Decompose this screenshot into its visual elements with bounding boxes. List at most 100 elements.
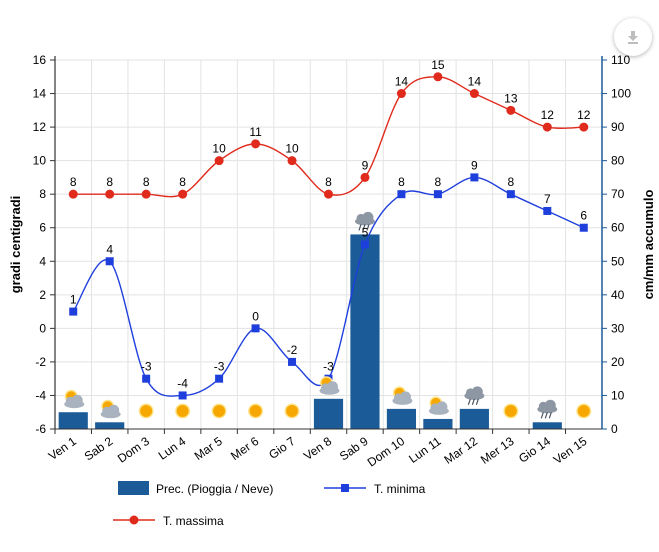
max-temp-label: 10 — [212, 142, 226, 156]
min-temp-label: -4 — [177, 376, 188, 390]
left-tick-label: 12 — [33, 120, 47, 134]
precipitation-bar — [313, 398, 344, 429]
max-temp-point — [251, 139, 261, 149]
precipitation-bar — [95, 422, 125, 429]
max-temp-point — [105, 189, 115, 199]
rain-drop — [475, 398, 479, 406]
sun-icon — [284, 403, 300, 419]
min-temp-point — [397, 190, 406, 199]
sun-disc — [176, 405, 189, 417]
x-tick-label: Mer 6 — [228, 434, 261, 463]
download-button[interactable] — [614, 18, 652, 56]
min-temp-label: 8 — [398, 175, 405, 189]
max-temp-label: 13 — [504, 91, 518, 105]
rain-drop — [548, 412, 552, 419]
left-axis-title: gradi centigradi — [8, 196, 23, 294]
x-tick-label: Gio 7 — [266, 434, 298, 462]
max-temp-point — [178, 189, 188, 199]
legend-item-max-temp: T. massima — [113, 514, 224, 528]
x-tick-label: Ven 8 — [301, 434, 334, 463]
left-tick-label: 10 — [33, 154, 47, 168]
min-temp-point — [470, 173, 479, 182]
max-temp-point — [579, 122, 589, 132]
max-temp-point — [324, 189, 333, 199]
max-temp-point — [214, 156, 224, 166]
max-temp-label: 15 — [431, 58, 445, 72]
max-temp-label: 8 — [106, 175, 113, 189]
right-tick-label: 50 — [611, 254, 625, 268]
x-tick-label: Sab 2 — [82, 434, 116, 464]
weather-icons — [64, 211, 592, 419]
min-temp-label: 7 — [544, 192, 551, 206]
min-temp-label: -3 — [214, 360, 225, 374]
right-tick-label: 110 — [611, 53, 630, 67]
sun-cloud-icon — [428, 396, 449, 415]
min-temp-label: 1 — [70, 293, 77, 307]
cloud-rain-icon — [464, 386, 485, 406]
legend-label: Prec. (Pioggia / Neve) — [156, 482, 273, 496]
x-tick-label: Dom 3 — [115, 434, 152, 466]
max-temp-point — [506, 105, 516, 115]
min-temp-label: -3 — [141, 360, 152, 374]
right-tick-label: 10 — [611, 388, 625, 402]
legend-item-min-temp: T. minima — [324, 482, 426, 496]
min-temp-point — [178, 391, 187, 400]
precipitation-bar — [532, 422, 562, 429]
precipitation-bar — [459, 408, 489, 429]
x-tick-label: Lun 11 — [406, 434, 444, 466]
rain-drop — [540, 412, 544, 419]
left-tick-label: 8 — [39, 187, 46, 201]
left-tick-label: 6 — [39, 221, 46, 235]
max-temp-point — [68, 189, 78, 199]
rain-drop — [366, 224, 370, 231]
x-tick-label: Gio 14 — [516, 434, 553, 466]
rain-drop — [467, 398, 471, 406]
max-temp-point — [433, 72, 443, 82]
precipitation-bar — [423, 418, 453, 429]
max-temp-label: 12 — [541, 108, 555, 122]
precipitation-bar — [350, 234, 380, 429]
right-tick-label: 0 — [611, 422, 618, 436]
bar-series — [58, 234, 562, 429]
cloud-part — [399, 391, 411, 403]
max-temp-point — [396, 89, 406, 99]
cloud-part — [108, 404, 120, 416]
max-temp-point — [360, 172, 370, 182]
legend-label: T. minima — [374, 482, 426, 496]
min-temp-point — [105, 257, 114, 266]
cloud-rain-icon — [354, 211, 375, 231]
line-series — [68, 72, 589, 400]
min-temp-label: -2 — [287, 343, 298, 357]
sun-cloud-icon — [100, 399, 121, 419]
min-temp-label: 9 — [471, 158, 478, 172]
right-tick-label: 60 — [611, 221, 625, 235]
download-icon — [628, 31, 638, 44]
rain-drop — [471, 398, 475, 406]
right-axis-title: cm/mm accumulo — [641, 190, 656, 300]
max-temp-label: 14 — [395, 75, 409, 89]
rain-drop — [358, 224, 362, 231]
sun-disc — [286, 405, 299, 417]
sun-cloud-icon — [319, 376, 340, 395]
right-tick-label: 100 — [611, 87, 631, 101]
min-temp-point — [288, 357, 297, 366]
max-temp-point — [542, 122, 552, 132]
x-tick-label: Mer 13 — [478, 434, 517, 467]
max-temp-label: 8 — [325, 175, 332, 189]
sun-disc — [504, 405, 517, 417]
sun-disc — [577, 405, 590, 417]
right-tick-label: 70 — [611, 187, 625, 201]
x-tick-label: Mar 5 — [192, 434, 225, 463]
min-temp-label: 6 — [580, 209, 587, 223]
min-temp-point — [251, 324, 260, 333]
x-tick-label: Mar 12 — [441, 434, 480, 467]
min-temp-label: 8 — [507, 175, 514, 189]
x-tick-label: Ven 15 — [551, 434, 590, 467]
cloud-part — [71, 394, 83, 406]
max-temp-label: 9 — [362, 158, 369, 172]
max-temp-label: 12 — [577, 108, 591, 122]
min-temp-point — [506, 190, 515, 199]
legend: Prec. (Pioggia / Neve) T. minima T. massim… — [113, 481, 426, 528]
sun-icon — [503, 403, 519, 419]
